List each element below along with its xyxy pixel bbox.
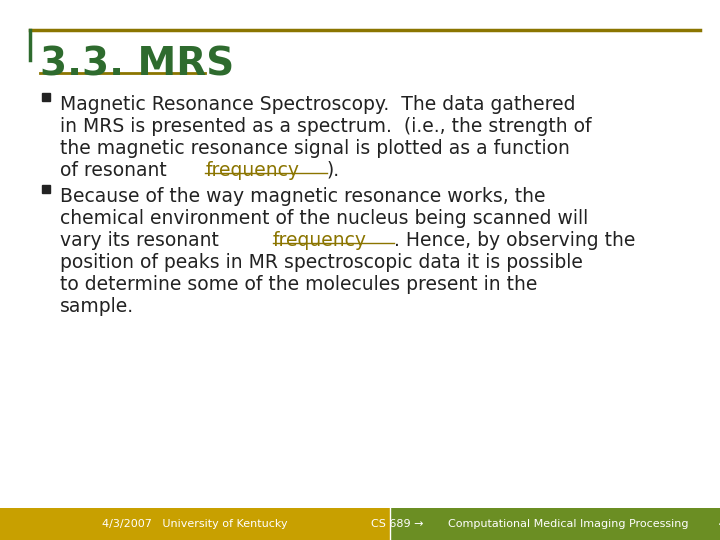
Text: the magnetic resonance signal is plotted as a function: the magnetic resonance signal is plotted… [60,139,570,158]
Text: position of peaks in MR spectroscopic data it is possible: position of peaks in MR spectroscopic da… [60,253,583,272]
FancyBboxPatch shape [42,185,50,193]
Text: chemical environment of the nucleus being scanned will: chemical environment of the nucleus bein… [60,209,588,228]
Text: . Hence, by observing the: . Hence, by observing the [394,231,636,250]
Text: CS 689 →       Computational Medical Imaging Processing        49•: CS 689 → Computational Medical Imaging P… [371,519,720,529]
Text: Because of the way magnetic resonance works, the: Because of the way magnetic resonance wo… [60,187,546,206]
Bar [390,508,720,540]
Bar [0,508,390,540]
Text: 4/3/2007   University of Kentucky: 4/3/2007 University of Kentucky [102,519,288,529]
Text: frequency: frequency [205,161,300,180]
FancyBboxPatch shape [42,93,50,101]
Text: 3.3. MRS: 3.3. MRS [40,45,234,83]
Text: of resonant: of resonant [60,161,173,180]
Text: ).: ). [327,161,340,180]
Text: frequency: frequency [273,231,366,250]
Text: to determine some of the molecules present in the: to determine some of the molecules prese… [60,275,537,294]
Text: vary its resonant: vary its resonant [60,231,225,250]
Text: sample.: sample. [60,297,134,316]
Text: in MRS is presented as a spectrum.  (i.e., the strength of: in MRS is presented as a spectrum. (i.e.… [60,117,592,136]
Text: Magnetic Resonance Spectroscopy.  The data gathered: Magnetic Resonance Spectroscopy. The dat… [60,95,575,114]
